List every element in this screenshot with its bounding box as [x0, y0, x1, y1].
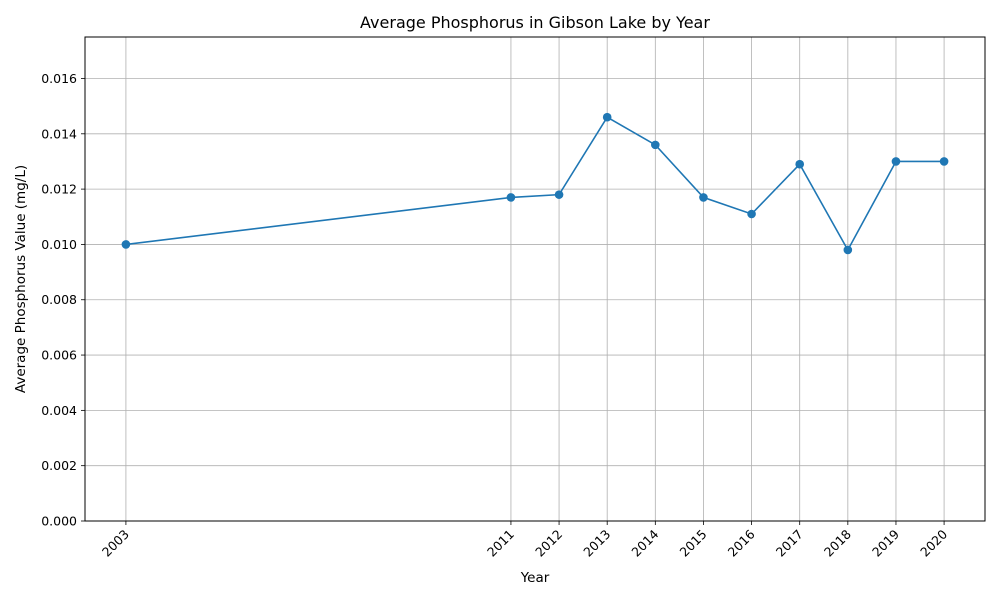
y-tick-label: 0.014	[41, 126, 77, 141]
y-tick-label: 0.010	[41, 237, 77, 252]
y-tick-label: 0.012	[41, 182, 77, 197]
y-tick-label: 0.002	[41, 458, 77, 473]
data-point	[795, 159, 805, 169]
plot-frame	[84, 36, 986, 522]
data-point	[602, 112, 612, 122]
series-layer	[121, 112, 949, 255]
grid-lines	[85, 37, 985, 522]
data-point	[939, 157, 949, 166]
x-axis-title: Year	[520, 570, 550, 586]
y-tick-label: 0.000	[41, 514, 77, 529]
data-point	[121, 240, 131, 249]
data-point	[891, 157, 901, 166]
data-point	[554, 190, 564, 199]
data-point	[651, 140, 660, 150]
data-point	[506, 193, 516, 202]
y-tick-label: 0.004	[41, 403, 77, 418]
data-point	[843, 245, 853, 255]
y-tick-label: 0.006	[41, 348, 77, 363]
data-point	[747, 209, 756, 219]
y-axis-title: Average Phosphorus Value (mg/L)	[13, 165, 29, 393]
y-tick-label: 0.008	[41, 292, 77, 307]
chart-title: Average Phosphorus in Gibson Lake by Yea…	[360, 13, 710, 32]
y-tick-label: 0.016	[41, 71, 77, 86]
y-axis-ticks: 0.000 0.002 0.004 0.006 0.008 0.010 0.012 0.014…	[41, 71, 85, 529]
data-point	[699, 193, 708, 202]
